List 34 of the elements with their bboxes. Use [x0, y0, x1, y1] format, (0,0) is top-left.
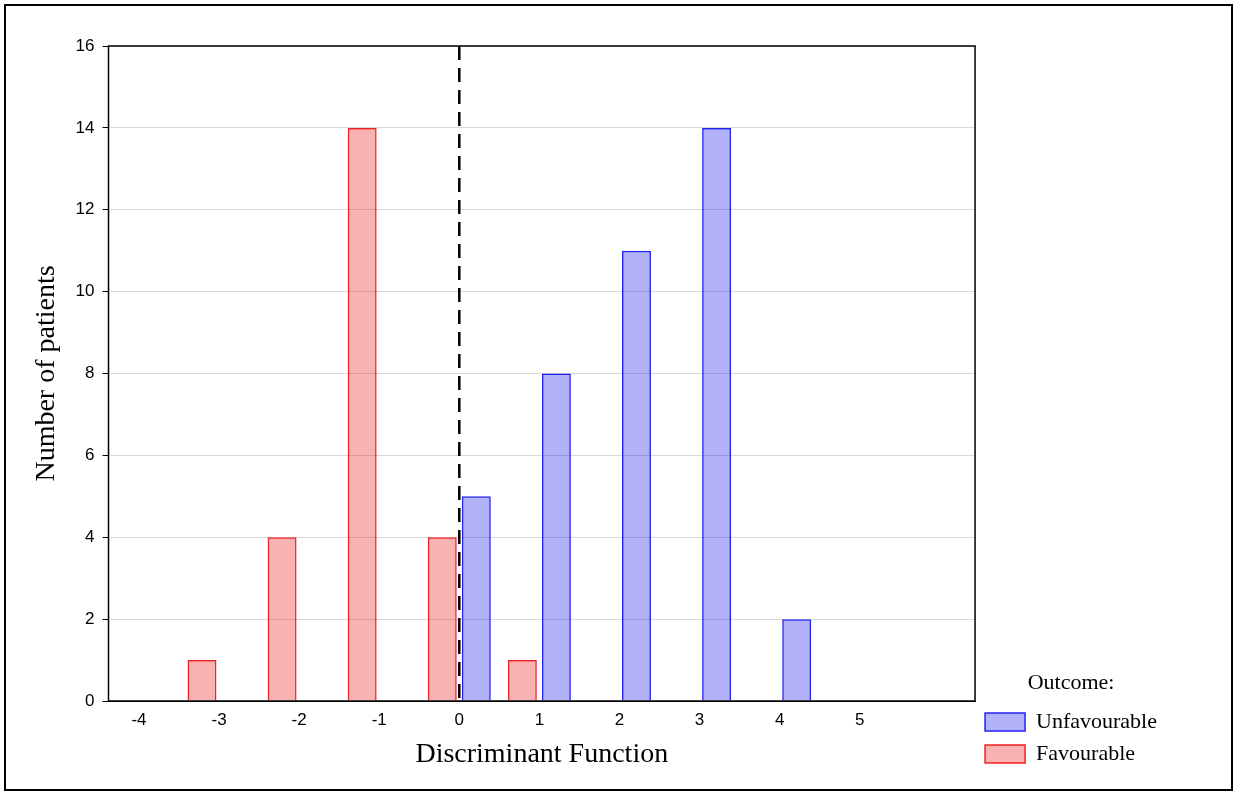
x-axis-title: Discriminant Function [415, 736, 669, 768]
legend-title: Outcome: [1027, 669, 1115, 695]
y-tick-label: 2 [85, 608, 95, 628]
x-tick-label: 4 [774, 709, 785, 729]
bar [622, 250, 651, 701]
bar [507, 660, 537, 701]
bar [267, 537, 297, 701]
bar [702, 127, 732, 701]
bar [541, 373, 571, 701]
x-tick-label: -2 [291, 709, 307, 729]
x-tick-label: 1 [534, 709, 545, 729]
x-tick-label: 5 [854, 709, 865, 729]
x-tick-label: 2 [614, 709, 625, 729]
x-tick-label: -1 [371, 709, 387, 729]
legend-label: Unfavourable [1036, 707, 1158, 733]
y-tick-label: 16 [75, 35, 95, 55]
bar [461, 496, 491, 701]
y-tick-label: 12 [75, 199, 95, 219]
y-tick-label: 10 [75, 281, 95, 301]
y-tick-label: 14 [75, 117, 95, 137]
legend-label: Favourable [1036, 739, 1136, 765]
y-tick-label: 8 [85, 363, 95, 383]
y-tick-label: 0 [85, 690, 95, 710]
y-tick-label: 4 [85, 526, 95, 546]
x-tick-label: 0 [454, 709, 465, 729]
x-tick-label: 3 [694, 709, 705, 729]
x-tick-label: -3 [211, 709, 227, 729]
y-axis-title: Number of patients [29, 265, 61, 482]
bar [782, 619, 812, 701]
bar [347, 127, 377, 701]
bar [187, 660, 217, 701]
bar [427, 537, 457, 701]
y-tick-label: 6 [85, 445, 95, 465]
x-tick-label: -4 [131, 709, 147, 729]
